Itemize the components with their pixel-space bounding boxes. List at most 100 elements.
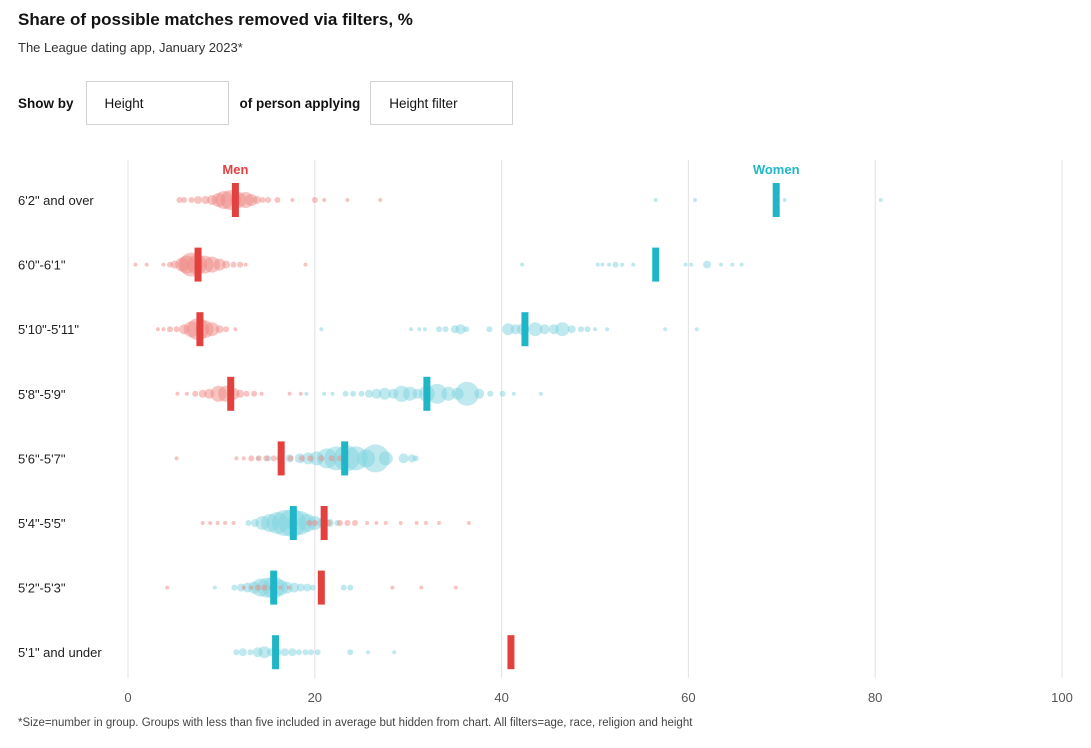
men-dot: [205, 322, 220, 337]
women-dot: [463, 326, 470, 333]
men-dot: [161, 262, 166, 267]
women-dot: [371, 388, 382, 399]
men-dot: [144, 262, 149, 267]
women-dot: [366, 650, 371, 655]
row-labels: 6'2" and over 6'0"-6'1" 5'10"-5'11" 5'8"-5'…: [18, 193, 102, 660]
women-dot: [567, 325, 576, 334]
men-average-marker: [507, 635, 515, 670]
men-average-marker: [196, 312, 204, 347]
women-dot: [612, 261, 619, 268]
women-dot: [555, 322, 570, 337]
women-average-marker: [423, 376, 431, 411]
men-dot: [248, 455, 255, 462]
women-dot: [289, 582, 300, 593]
footnote: *Size=number in group. Groups with less …: [18, 717, 693, 729]
men-dot: [222, 260, 231, 269]
men-average-marker: [231, 183, 239, 217]
filter-select[interactable]: Height filter: [370, 81, 514, 125]
women-average-marker: [272, 635, 280, 670]
women-dot: [593, 327, 597, 332]
men-dot: [241, 456, 246, 461]
women-dot: [288, 648, 297, 657]
women-dot: [577, 326, 584, 333]
men-dot: [184, 391, 189, 396]
men-dot: [133, 262, 138, 267]
women-dot: [782, 198, 787, 202]
women-dot: [520, 262, 525, 267]
women-dot: [231, 584, 238, 591]
men-dot: [274, 197, 281, 203]
row-label: 6'0"-6'1": [18, 258, 66, 273]
women-dot: [499, 390, 506, 397]
men-dot: [378, 198, 383, 202]
men-dot: [259, 391, 264, 396]
men-average-marker: [194, 247, 202, 282]
men-dot: [344, 520, 351, 526]
men-dot: [414, 521, 419, 525]
women-dot: [502, 323, 515, 336]
women-dot: [302, 649, 309, 656]
men-dot: [249, 585, 254, 590]
men-dot: [261, 584, 268, 591]
men-dot: [194, 196, 203, 204]
women-dot: [309, 584, 316, 591]
beeswarm-chart: 6'2" and over 6'0"-6'1" 5'10"-5'11" 5'8"-5'…: [18, 160, 1073, 705]
men-average-marker: [317, 570, 325, 605]
women-dot: [600, 262, 605, 267]
row-label: 5'10"-5'11": [18, 322, 79, 337]
men-dot: [233, 327, 238, 332]
men-dot: [322, 198, 327, 202]
men-dot: [176, 197, 183, 203]
x-tick-label: 80: [868, 690, 882, 705]
men-dot: [419, 585, 424, 590]
men-dot: [223, 521, 228, 525]
men-dot: [311, 520, 318, 526]
men-dot: [223, 326, 230, 333]
men-dot: [251, 390, 258, 397]
men-dot: [215, 325, 224, 334]
women-dot: [319, 327, 324, 332]
men-dot: [423, 521, 428, 525]
women-dot: [350, 390, 357, 397]
men-dot: [265, 197, 272, 203]
women-dot: [663, 327, 668, 332]
women-dot: [595, 262, 600, 267]
men-dot: [287, 455, 294, 462]
women-dot: [358, 390, 365, 397]
women-dot: [511, 391, 516, 396]
women-dot: [330, 391, 335, 396]
row-label: 6'2" and over: [18, 193, 94, 208]
legend-women: Women: [753, 162, 800, 177]
women-dot: [403, 386, 418, 401]
women-dot: [692, 198, 697, 202]
show-by-select[interactable]: Height: [85, 81, 229, 125]
women-dot: [233, 649, 240, 656]
men-dot: [290, 198, 295, 202]
men-dot: [181, 197, 188, 203]
women-dot: [739, 262, 744, 267]
chart-title: Share of possible matches removed via fi…: [18, 10, 413, 29]
women-dot: [631, 262, 636, 267]
women-dot: [620, 262, 625, 267]
x-tick-label: 100: [1051, 690, 1073, 705]
women-dot: [730, 262, 735, 267]
person-applying-label: of person applying: [239, 95, 361, 111]
women-average-marker: [521, 312, 529, 347]
men-dot: [365, 521, 370, 525]
men-dot: [161, 327, 166, 332]
men-dot: [311, 197, 318, 203]
men-dot: [278, 585, 283, 590]
filter-value: Height filter: [389, 95, 458, 111]
men-dot: [215, 521, 220, 525]
x-tick-label: 60: [681, 690, 695, 705]
women-dot: [486, 326, 493, 333]
women-dot: [417, 327, 422, 332]
x-tick-label: 20: [308, 690, 322, 705]
men-dot: [263, 455, 270, 462]
average-markers: [194, 183, 780, 670]
women-dot: [694, 327, 699, 332]
men-dot: [270, 455, 277, 462]
women-dot: [427, 383, 448, 404]
women-dot: [361, 444, 390, 473]
women-dot: [538, 391, 543, 396]
